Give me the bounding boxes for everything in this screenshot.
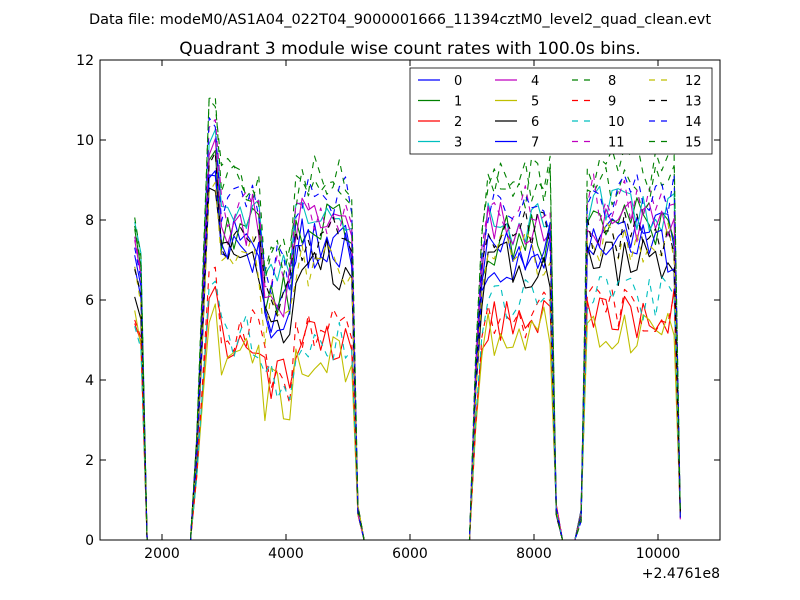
legend-label-6: 6 [531, 115, 539, 130]
legend-label-2: 2 [454, 115, 462, 130]
y-tick-label: 4 [85, 373, 94, 389]
y-tick-label: 12 [76, 53, 94, 69]
series-line-12 [134, 181, 681, 541]
y-tick-label: 0 [85, 533, 94, 549]
legend-label-0: 0 [454, 74, 462, 89]
y-tick-label: 8 [85, 213, 94, 229]
x-tick-label: 6000 [392, 546, 428, 562]
series-line-0 [134, 170, 681, 541]
x-offset-label: +2.4761e8 [642, 566, 720, 582]
legend-label-1: 1 [454, 95, 462, 110]
x-tick-label: 4000 [268, 546, 304, 562]
legend-label-7: 7 [531, 136, 539, 151]
x-tick-label: 2000 [144, 546, 180, 562]
y-tick-label: 10 [76, 133, 94, 149]
legend-label-12: 12 [685, 74, 702, 89]
x-tick-label: 10000 [636, 546, 681, 562]
legend-label-11: 11 [608, 136, 625, 151]
series-line-7 [134, 174, 681, 541]
series-line-2 [134, 285, 681, 541]
series-line-11 [134, 118, 681, 541]
series-line-10 [134, 276, 681, 541]
x-tick-label: 8000 [516, 546, 552, 562]
legend-label-13: 13 [685, 95, 702, 110]
y-tick-label: 2 [85, 453, 94, 469]
series-line-1 [134, 149, 681, 541]
legend-label-8: 8 [608, 74, 616, 89]
legend-label-4: 4 [531, 74, 539, 89]
plot-area [134, 96, 681, 541]
legend-label-10: 10 [608, 115, 625, 130]
series-line-5 [134, 303, 681, 541]
legend-label-15: 15 [685, 136, 702, 151]
figure-suptitle: Data file: modeM0/AS1A04_022T04_90000016… [89, 12, 711, 28]
legend-label-14: 14 [685, 115, 702, 130]
chart-title: Quadrant 3 module wise count rates with … [179, 39, 640, 59]
y-tick-label: 6 [85, 293, 94, 309]
series-line-9 [134, 266, 681, 541]
legend-label-3: 3 [454, 136, 462, 151]
legend-box [409, 67, 713, 155]
legend-label-5: 5 [531, 95, 539, 110]
legend-label-9: 9 [608, 95, 616, 110]
